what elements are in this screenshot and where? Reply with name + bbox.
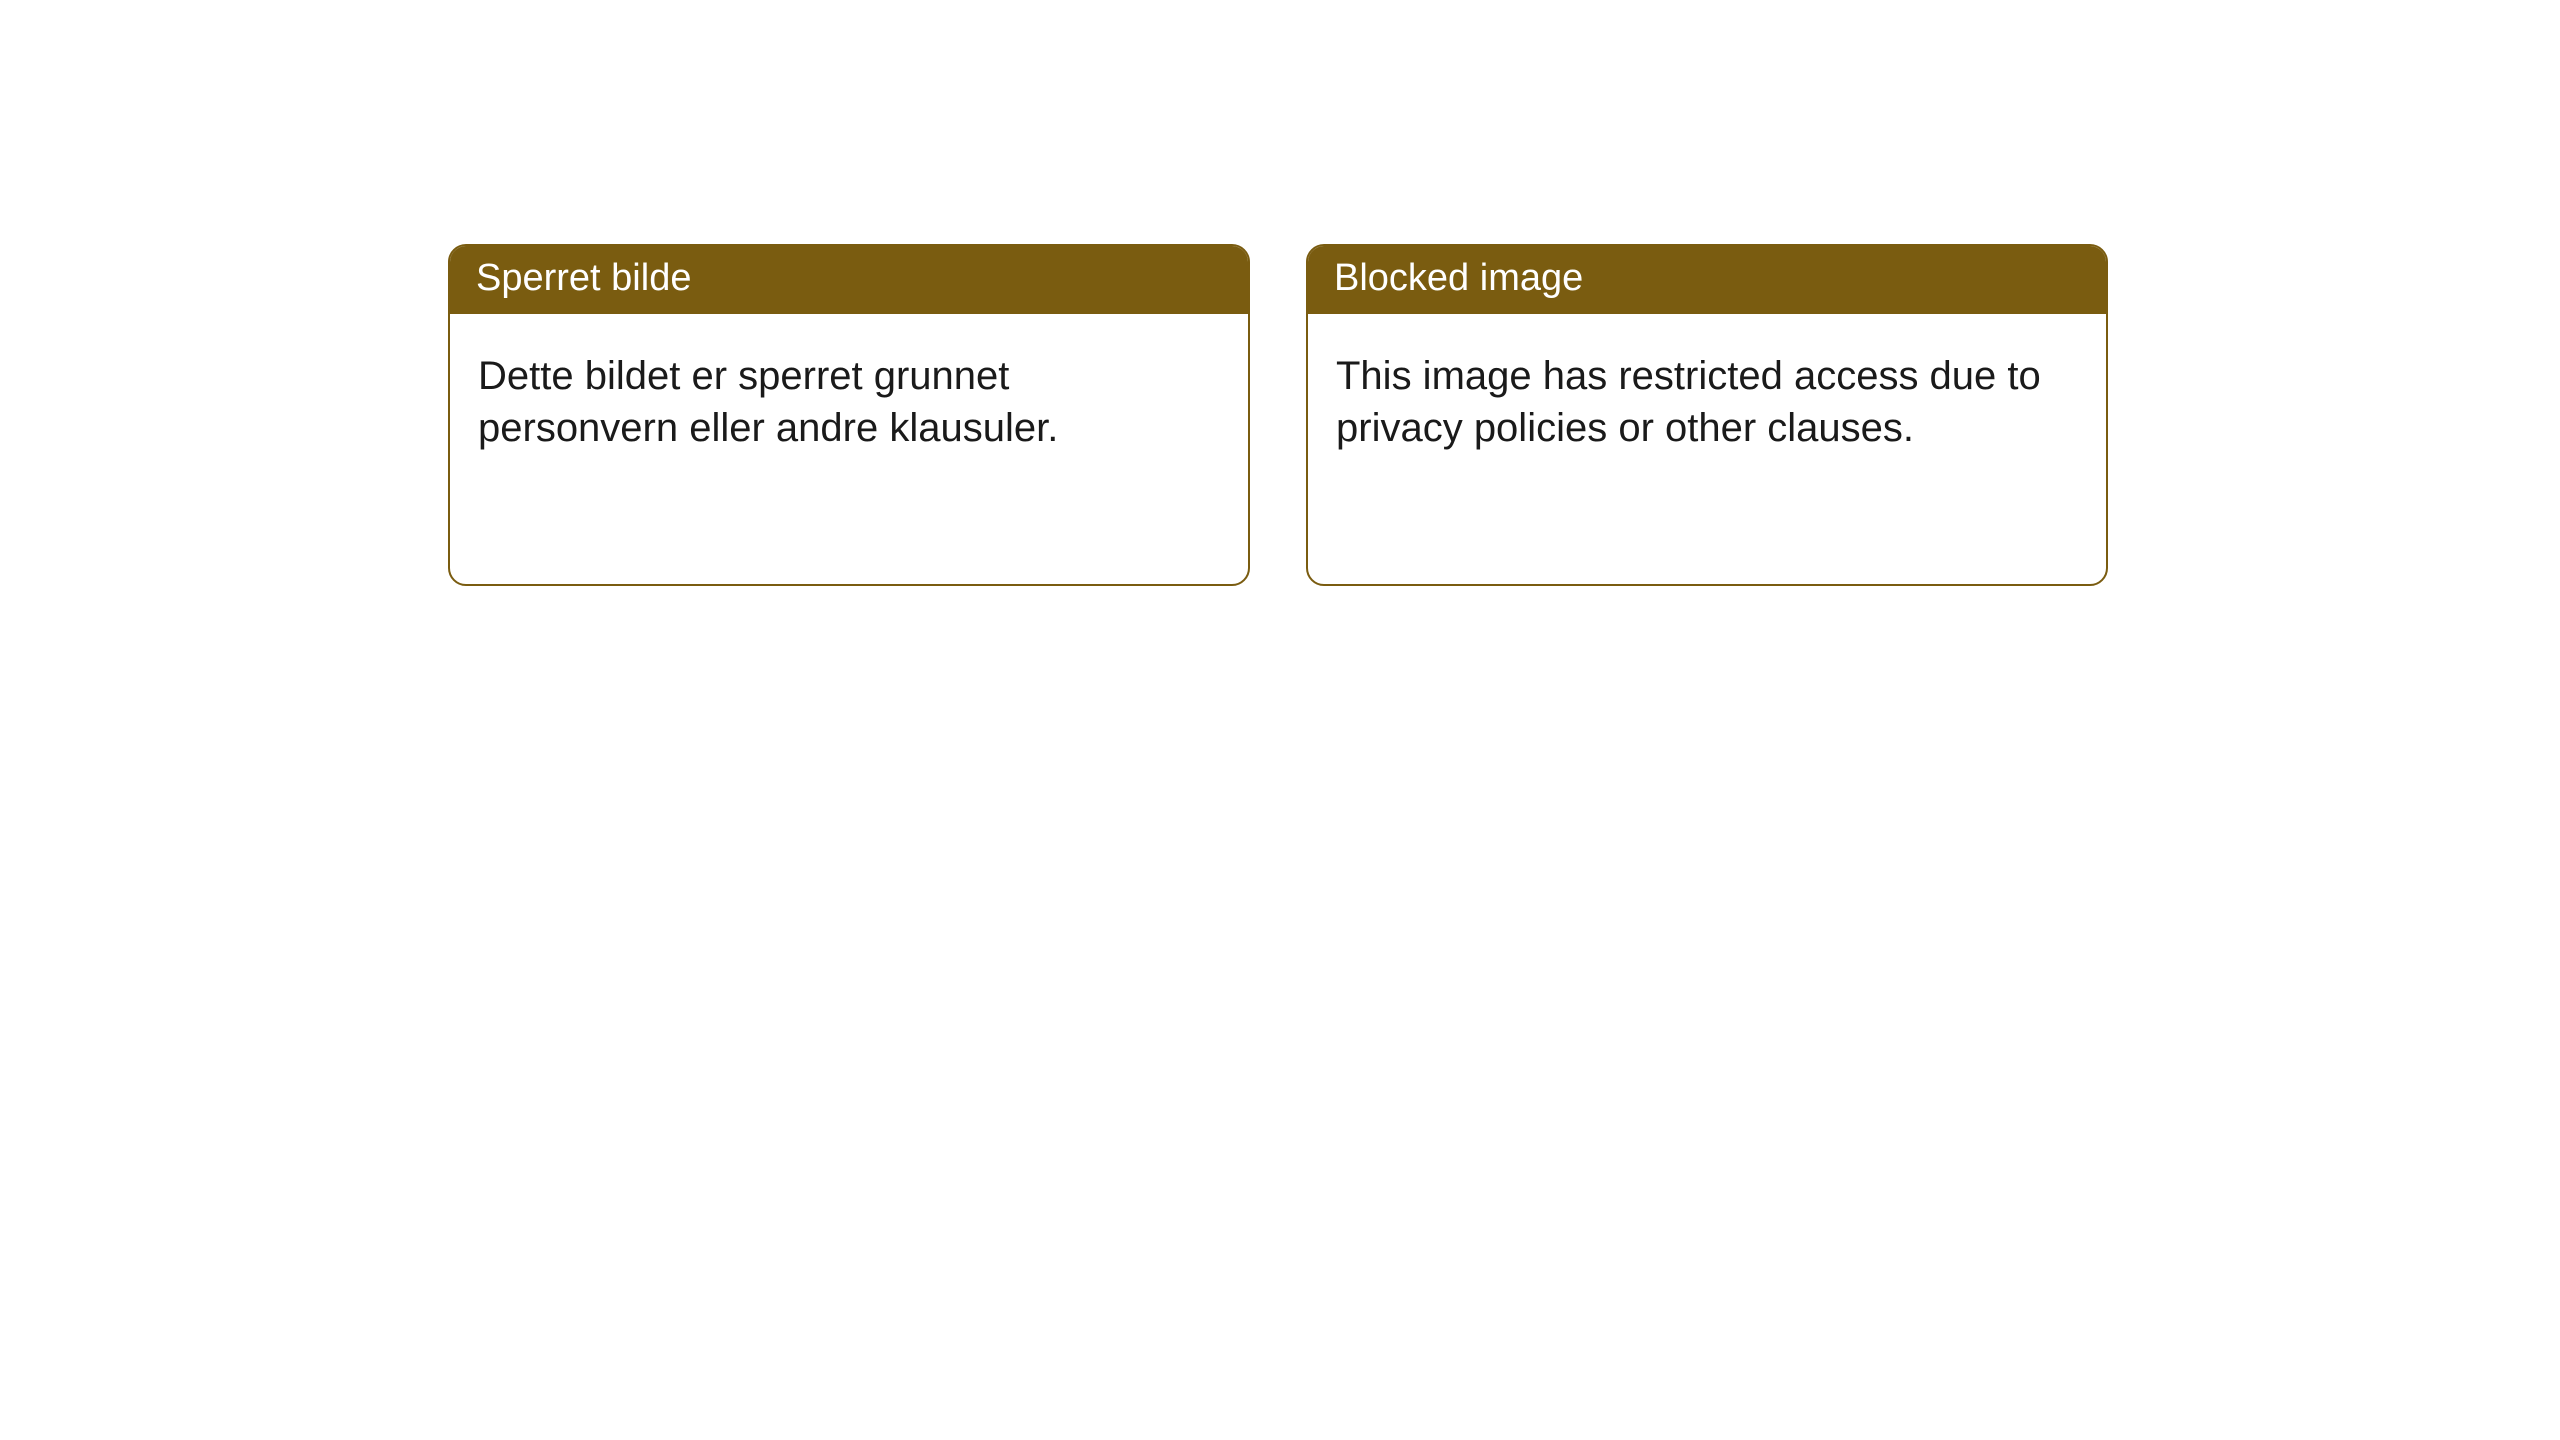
notice-cards-container: Sperret bilde Dette bildet er sperret gr… (448, 244, 2108, 586)
notice-message: Dette bildet er sperret grunnet personve… (450, 314, 1248, 584)
notice-card-norwegian: Sperret bilde Dette bildet er sperret gr… (448, 244, 1250, 586)
notice-card-english: Blocked image This image has restricted … (1306, 244, 2108, 586)
notice-title: Blocked image (1308, 246, 2106, 314)
notice-title: Sperret bilde (450, 246, 1248, 314)
notice-message: This image has restricted access due to … (1308, 314, 2106, 584)
